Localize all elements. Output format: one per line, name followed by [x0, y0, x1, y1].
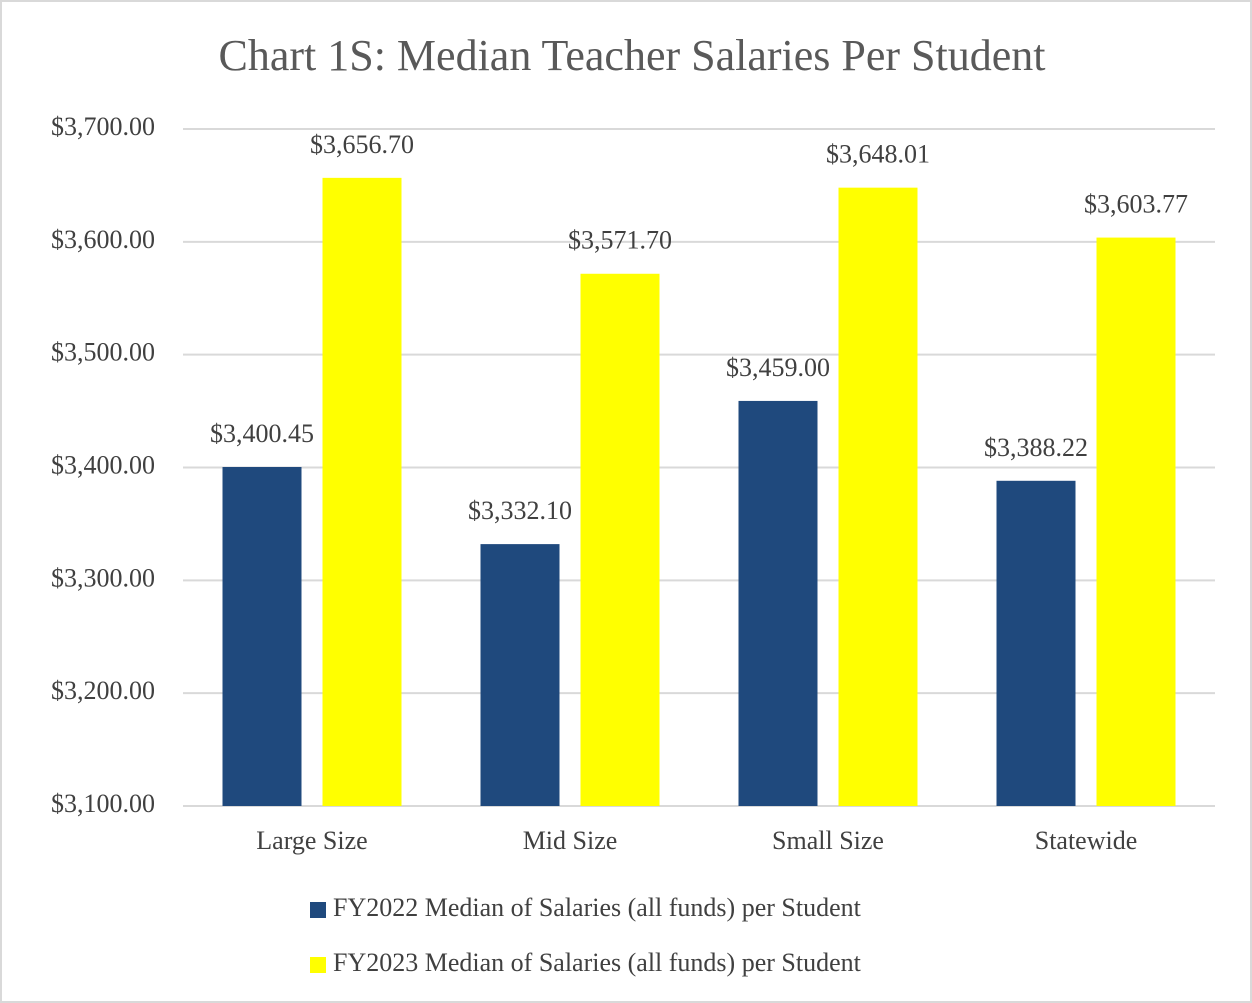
legend-label: FY2023 Median of Salaries (all funds) pe… [333, 948, 862, 977]
legend-label: FY2022 Median of Salaries (all funds) pe… [333, 893, 862, 922]
data-label: $3,571.70 [568, 226, 672, 255]
x-tick-label: Mid Size [523, 826, 618, 855]
y-tick-label: $3,100.00 [51, 789, 155, 818]
data-label: $3,332.10 [468, 496, 572, 525]
bar [480, 544, 560, 806]
data-label: $3,388.22 [984, 433, 1088, 462]
y-tick-label: $3,600.00 [51, 225, 155, 254]
data-label: $3,400.45 [210, 419, 314, 448]
x-tick-label: Statewide [1035, 826, 1138, 855]
y-tick-label: $3,300.00 [51, 563, 155, 592]
chart-title: Chart 1S: Median Teacher Salaries Per St… [218, 31, 1045, 80]
bar [580, 273, 660, 807]
y-tick-label: $3,200.00 [51, 676, 155, 705]
data-label: $3,603.77 [1084, 190, 1188, 219]
data-label: $3,656.70 [310, 130, 414, 159]
y-tick-label: $3,700.00 [51, 112, 155, 141]
y-tick-label: $3,500.00 [51, 338, 155, 367]
data-label: $3,459.00 [726, 353, 830, 382]
legend-swatch [310, 902, 326, 918]
bar [322, 177, 402, 807]
legend-swatch [310, 957, 326, 973]
bar [1096, 237, 1176, 806]
x-tick-label: Small Size [772, 826, 884, 855]
y-tick-label: $3,400.00 [51, 450, 155, 479]
bar [222, 466, 302, 806]
bar [738, 400, 818, 806]
x-tick-label: Large Size [256, 826, 367, 855]
bar [996, 480, 1076, 806]
bar [838, 187, 918, 806]
data-label: $3,648.01 [826, 140, 930, 169]
